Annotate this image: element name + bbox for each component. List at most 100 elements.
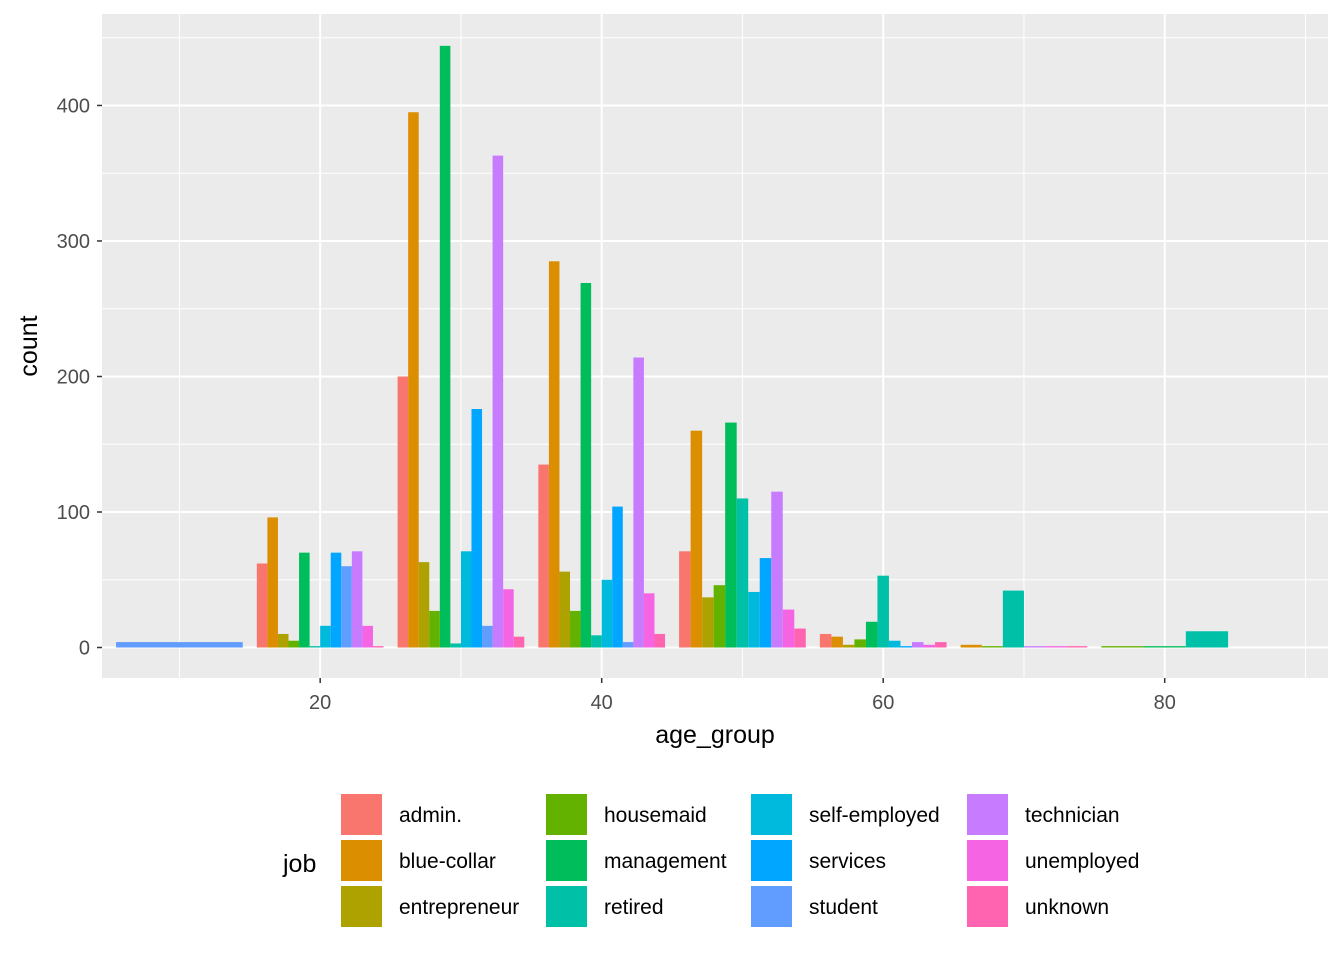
plot-panel: [102, 14, 1328, 678]
bar: [460, 551, 472, 648]
bar: [782, 609, 795, 648]
bar: [713, 585, 726, 648]
bar: [503, 589, 514, 648]
y-tick-label: 100: [57, 502, 90, 524]
bar: [854, 639, 866, 648]
bar: [288, 640, 300, 648]
legend-swatch: [546, 840, 587, 881]
bar: [450, 643, 461, 648]
x-tick-label: 60: [872, 692, 894, 714]
bar: [538, 464, 549, 648]
bar: [736, 498, 749, 648]
bar: [935, 642, 947, 648]
bar: [679, 551, 691, 648]
bar: [842, 644, 855, 648]
legend-swatch: [341, 840, 382, 881]
bar: [831, 636, 843, 648]
major-gridlines: [102, 14, 1328, 678]
legend-swatch: [967, 794, 1008, 835]
legend-label: housemaid: [604, 804, 707, 827]
bar: [622, 642, 634, 648]
bar: [877, 575, 889, 648]
legend-swatch: [546, 794, 587, 835]
bar: [900, 646, 912, 648]
bar: [570, 610, 581, 648]
bar: [320, 625, 331, 648]
bar: [981, 646, 1003, 648]
bar: [601, 579, 613, 648]
bar: [309, 646, 321, 648]
x-axis: 20 40 60 80: [309, 678, 1176, 714]
bar: [267, 517, 278, 648]
bar: [362, 625, 373, 648]
legend-label: entrepreneur: [399, 896, 519, 919]
bar: [888, 640, 901, 648]
legend-swatch: [751, 794, 792, 835]
legend-label: unknown: [1025, 896, 1109, 919]
bar: [771, 491, 783, 648]
legend-swatch: [967, 840, 1008, 881]
y-axis: 0 100 200 300 400: [57, 95, 102, 660]
bar: [923, 644, 936, 648]
bar: [748, 591, 760, 648]
bar: [654, 633, 666, 648]
bar: [794, 628, 806, 648]
bar: [702, 597, 714, 648]
bar: [418, 562, 430, 648]
legend-label: admin.: [399, 804, 462, 827]
y-tick-label: 300: [57, 231, 90, 253]
bar: [1066, 646, 1088, 648]
bar: [351, 551, 363, 648]
legend-label: self-employed: [809, 804, 940, 827]
bar: [559, 571, 571, 648]
bar: [397, 376, 409, 648]
x-tick-label: 80: [1154, 692, 1176, 714]
bar: [591, 635, 602, 648]
bar: [1143, 646, 1186, 648]
bar: [759, 558, 772, 648]
legend-swatch: [341, 794, 382, 835]
legend-swatch: [967, 886, 1008, 927]
legend-label: student: [809, 896, 878, 919]
bar: [580, 282, 592, 648]
bar: [330, 552, 342, 648]
bar: [725, 422, 737, 648]
legend-swatch: [341, 886, 382, 927]
legend-label: management: [604, 850, 727, 873]
bar: [408, 112, 419, 648]
y-tick-label: 200: [57, 366, 90, 388]
legend-label: retired: [604, 896, 664, 919]
bar: [633, 357, 644, 648]
bar: [439, 45, 451, 648]
legend-swatch: [751, 886, 792, 927]
bar: [372, 646, 384, 648]
bar: [1002, 590, 1024, 648]
bar: [960, 644, 982, 648]
bar: [116, 642, 243, 648]
legend-label: unemployed: [1025, 850, 1139, 873]
bar: [819, 633, 832, 648]
bar: [299, 552, 310, 648]
legend-label: services: [809, 850, 886, 873]
bar: [690, 430, 703, 648]
bar: [612, 506, 623, 648]
x-tick-label: 20: [309, 692, 331, 714]
bar: [1023, 646, 1046, 648]
legend: job admin. blue-collar entrepreneur housema…: [282, 794, 1139, 927]
bar: [429, 610, 440, 648]
bar: [256, 563, 268, 648]
y-axis-title: count: [15, 315, 43, 376]
legend-swatch: [546, 886, 587, 927]
bar: [492, 155, 504, 648]
legend-swatch: [751, 840, 792, 881]
bar: [1101, 646, 1144, 648]
x-axis-title: age_group: [655, 721, 775, 749]
bar: [548, 261, 560, 648]
bar: [513, 636, 525, 648]
x-tick-label: 40: [591, 692, 613, 714]
bar: [341, 566, 352, 648]
bar: [1045, 646, 1067, 648]
bar: [865, 621, 878, 648]
bar: [277, 633, 289, 648]
